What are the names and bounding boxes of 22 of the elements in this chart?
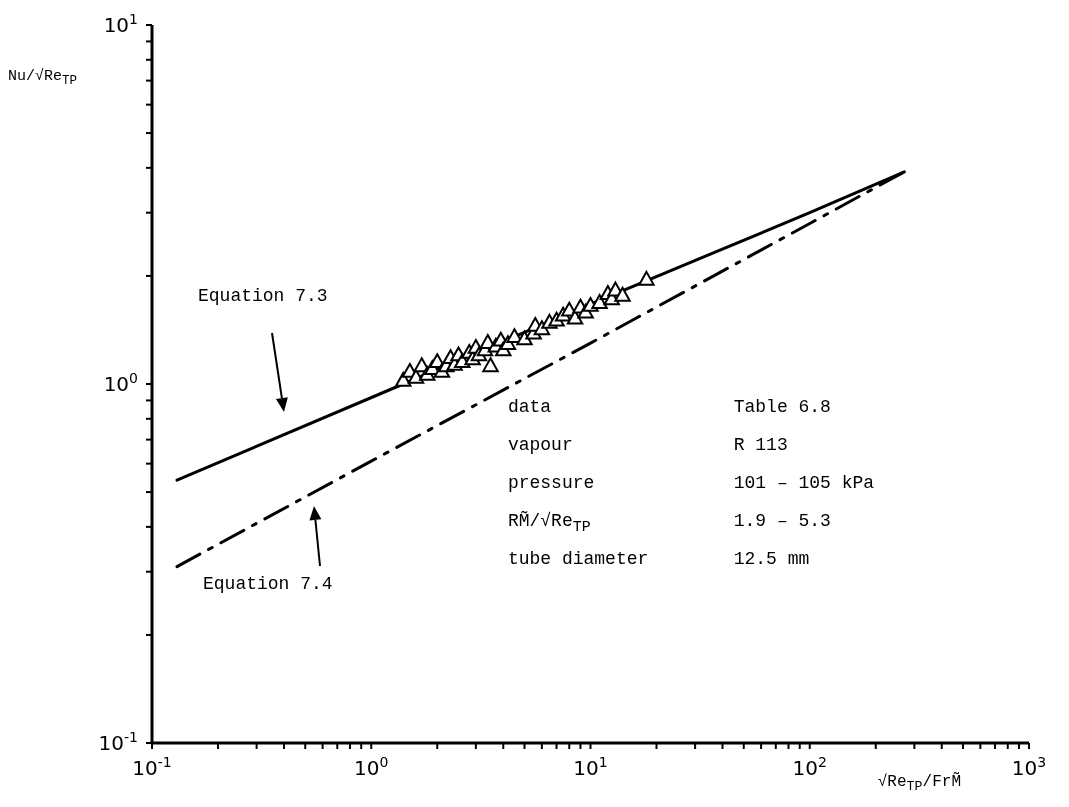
y-axis-title: Nu/√Re$_{TP}$ [8, 68, 78, 88]
annotation: Equation 7.4 [203, 574, 333, 594]
annotation: Equation 7.3 [198, 286, 328, 306]
annotation: pressure [507, 473, 595, 493]
y-tick-label: 10$^{-1}$ [98, 729, 138, 755]
x-tick-label: 10$^{2}$ [792, 754, 827, 780]
annotation: data [507, 397, 552, 417]
annotation: R 113 [733, 435, 788, 455]
x-axis-title: √Re$_{TP}$/FrM̃ [876, 773, 962, 795]
x-tick-label: 10$^{0}$ [354, 754, 389, 780]
annotation: 101 – 105 kPa [733, 473, 875, 493]
annotation: vapour [507, 435, 573, 455]
annotation: RM̃/√Re$_{TP}$ [507, 511, 591, 536]
annotation: tube diameter [507, 549, 649, 569]
x-tick-label: 10$^{3}$ [1011, 754, 1047, 780]
annotation: 1.9 – 5.3 [733, 511, 831, 531]
annotation: 12.5 mm [733, 549, 810, 569]
y-tick-label: 10$^{1}$ [103, 11, 138, 37]
x-tick-label: 10$^{1}$ [573, 754, 608, 780]
x-tick-label: 10$^{-1}$ [132, 754, 172, 780]
annotation: Table 6.8 [733, 397, 831, 417]
y-tick-label: 10$^{0}$ [103, 370, 138, 396]
